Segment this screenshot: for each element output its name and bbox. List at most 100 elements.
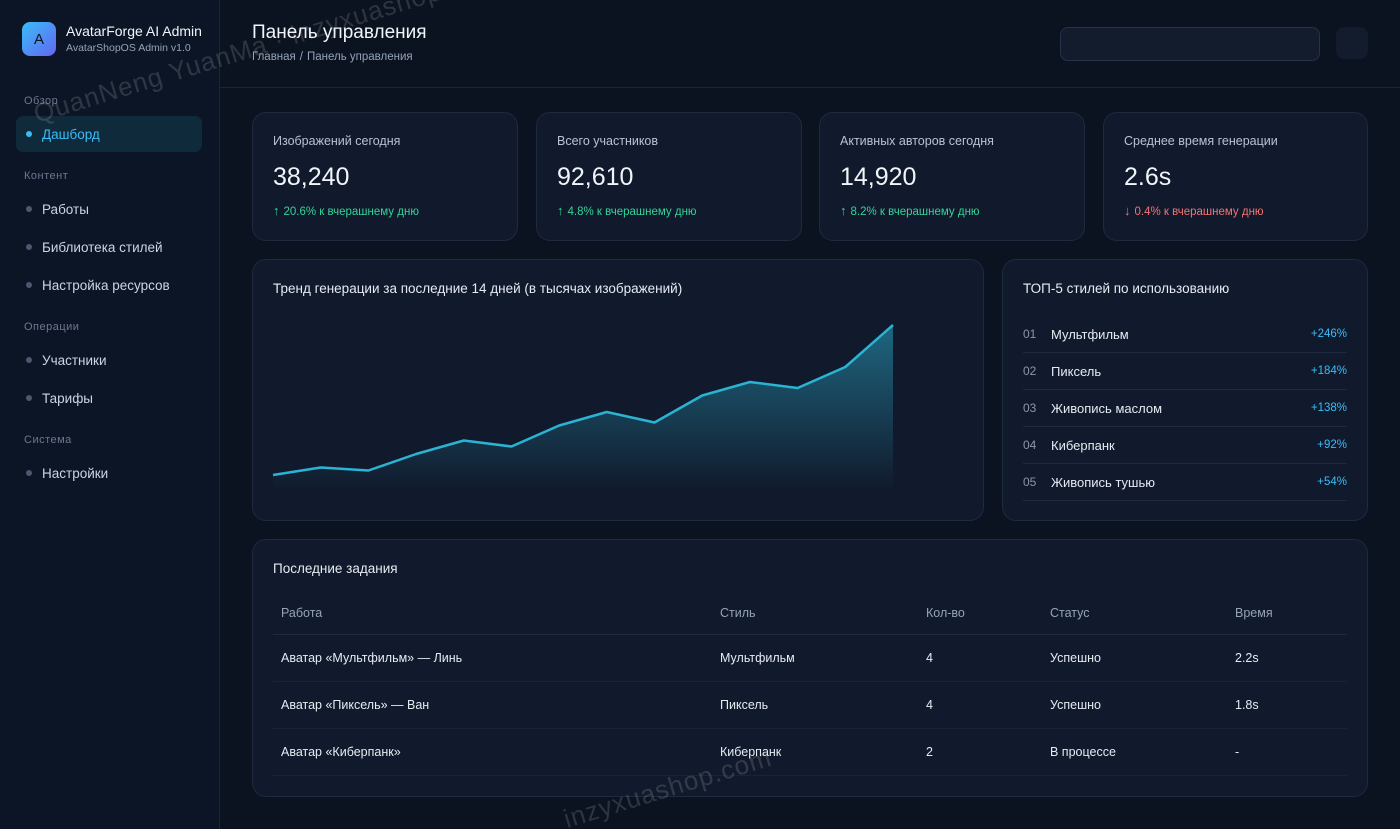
cell-time: - <box>1227 728 1347 776</box>
list-item[interactable]: 01 Мультфильм +246% <box>1023 316 1347 353</box>
top-styles-title: ТОП-5 стилей по использованию <box>1023 281 1230 296</box>
sidebar-item-settings[interactable]: Настройки <box>16 455 202 491</box>
recent-jobs-card: Последние задания Работа Стиль Кол-во Ст… <box>252 539 1368 797</box>
chart-point-5[interactable] <box>461 438 467 444</box>
chart-point-10[interactable] <box>699 393 705 399</box>
breadcrumb-current: Панель управления <box>306 51 413 63</box>
chart-point-3[interactable] <box>365 468 371 474</box>
table-row[interactable]: Аватар «Пиксель» — Ван Пиксель 4 Успешно… <box>273 681 1347 729</box>
chart-point-13[interactable] <box>842 364 848 370</box>
bullet-icon <box>26 131 32 137</box>
table-row[interactable]: Аватар «Мультфильм» — Линь Мультфильм 4 … <box>273 634 1347 682</box>
header: Панель управления Главная / Панель управле… <box>220 0 1400 88</box>
cell-work: Аватар «Пиксель» — Ван <box>273 681 712 729</box>
header-action-button[interactable] <box>1336 27 1368 59</box>
search-input[interactable] <box>1060 27 1320 61</box>
stat-value: 38,240 <box>273 163 350 191</box>
growth-value: +138% <box>1310 402 1347 414</box>
arrow-up-icon: ↑ <box>273 203 280 218</box>
brand[interactable]: A AvatarForge AI Admin AvatarShopOS Admi… <box>22 22 202 56</box>
chart-series-line <box>272 324 894 477</box>
sidebar-item-label: Настройки <box>42 465 109 481</box>
column-header-style[interactable]: Стиль <box>712 592 918 635</box>
sidebar-item-label: Библиотека стилей <box>42 239 163 255</box>
style-name: Мультфильм <box>1051 326 1129 342</box>
style-name: Живопись тушью <box>1051 474 1155 490</box>
breadcrumb: Главная / Панель управления <box>252 51 413 63</box>
list-item[interactable]: 03 Живопись маслом +138% <box>1023 390 1347 427</box>
chart-point-8[interactable] <box>604 409 610 415</box>
chart-point-2[interactable] <box>318 465 324 471</box>
stat-value: 2.6s <box>1124 163 1172 191</box>
table-row[interactable]: Аватар «Киберпанк» Киберпанк 2 В процесс… <box>273 728 1347 776</box>
sidebar-item-works[interactable]: Работы <box>16 191 202 227</box>
list-item[interactable]: 05 Живопись тушью +54% <box>1023 464 1347 501</box>
brand-subtitle: AvatarShopOS Admin v1.0 <box>66 42 191 54</box>
stat-change-text: 0.4% к вчерашнему дню <box>1134 206 1264 218</box>
status-badge: В процессе <box>1042 728 1227 776</box>
rank: 02 <box>1023 364 1037 378</box>
column-header-status[interactable]: Статус <box>1042 592 1227 635</box>
column-header-time[interactable]: Время <box>1227 592 1347 635</box>
list-item[interactable]: 02 Пиксель +184% <box>1023 353 1347 390</box>
stat-change-text: 4.8% к вчерашнему дню <box>567 206 697 218</box>
stat-change: ↓ 0.4% к вчерашнему дню <box>1124 203 1264 218</box>
bullet-icon <box>26 244 32 250</box>
sidebar-item-dashboard[interactable]: Дашборд <box>16 116 202 152</box>
list-item[interactable]: 04 Киберпанк +92% <box>1023 427 1347 464</box>
rank: 05 <box>1023 475 1037 489</box>
style-name: Киберпанк <box>1051 437 1115 453</box>
trend-chart-card: Тренд генерации за последние 14 дней (в … <box>252 259 984 521</box>
cell-time: 1.8s <box>1227 681 1347 729</box>
brand-logo-icon: A <box>22 22 56 56</box>
stat-value: 14,920 <box>840 163 917 191</box>
cell-style: Мультфильм <box>712 634 918 682</box>
sidebar: A AvatarForge AI Admin AvatarShopOS Admi… <box>0 0 220 829</box>
growth-value: +54% <box>1317 476 1347 488</box>
chart-point-14[interactable] <box>890 322 896 328</box>
trend-chart-title: Тренд генерации за последние 14 дней (в … <box>273 281 683 296</box>
column-header-qty[interactable]: Кол-во <box>918 592 1042 635</box>
recent-jobs-table: Работа Стиль Кол-во Статус Время Аватар … <box>273 592 1347 776</box>
sidebar-item-members[interactable]: Участники <box>16 342 202 378</box>
sidebar-item-label: Настройка ресурсов <box>42 277 170 293</box>
chart-area-fill <box>273 325 893 490</box>
chart-point-1[interactable] <box>270 472 276 478</box>
sidebar-item-resource-settings[interactable]: Настройка ресурсов <box>16 267 202 303</box>
chart-point-4[interactable] <box>413 451 419 457</box>
growth-value: +246% <box>1310 328 1347 340</box>
cell-work: Аватар «Киберпанк» <box>273 728 712 776</box>
stat-label: Среднее время генерации <box>1124 134 1278 148</box>
nav-section-operations: Операции <box>24 321 80 333</box>
sidebar-item-label: Дашборд <box>42 126 100 142</box>
arrow-down-icon: ↓ <box>1124 203 1131 218</box>
nav-section-content: Контент <box>24 170 69 182</box>
cell-qty: 4 <box>918 681 1042 729</box>
sidebar-item-style-library[interactable]: Библиотека стилей <box>16 229 202 265</box>
chart-point-12[interactable] <box>795 385 801 391</box>
sidebar-item-plans[interactable]: Тарифы <box>16 380 202 416</box>
column-header-work[interactable]: Работа <box>273 592 712 635</box>
chart-point-7[interactable] <box>556 423 562 429</box>
sidebar-item-label: Тарифы <box>42 390 94 406</box>
arrow-up-icon: ↑ <box>840 203 847 218</box>
breadcrumb-home[interactable]: Главная <box>252 51 296 63</box>
status-badge: Успешно <box>1042 634 1227 682</box>
chart-point-9[interactable] <box>652 420 658 426</box>
growth-value: +92% <box>1317 439 1347 451</box>
arrow-up-icon: ↑ <box>557 203 564 218</box>
breadcrumb-separator: / <box>299 51 303 63</box>
stat-change-text: 20.6% к вчерашнему дню <box>283 206 419 218</box>
stat-change: ↑ 20.6% к вчерашнему дню <box>273 203 419 218</box>
bullet-icon <box>26 282 32 288</box>
brand-title: AvatarForge AI Admin <box>66 23 202 39</box>
page-title: Панель управления <box>252 22 427 43</box>
bullet-icon <box>26 206 32 212</box>
stat-value: 92,610 <box>557 163 634 191</box>
recent-jobs-title: Последние задания <box>273 561 398 576</box>
rank: 03 <box>1023 401 1037 415</box>
chart-point-11[interactable] <box>747 379 753 385</box>
chart-point-6[interactable] <box>508 444 514 450</box>
cell-work: Аватар «Мультфильм» — Линь <box>273 634 712 682</box>
nav-section-overview: Обзор <box>24 95 59 107</box>
